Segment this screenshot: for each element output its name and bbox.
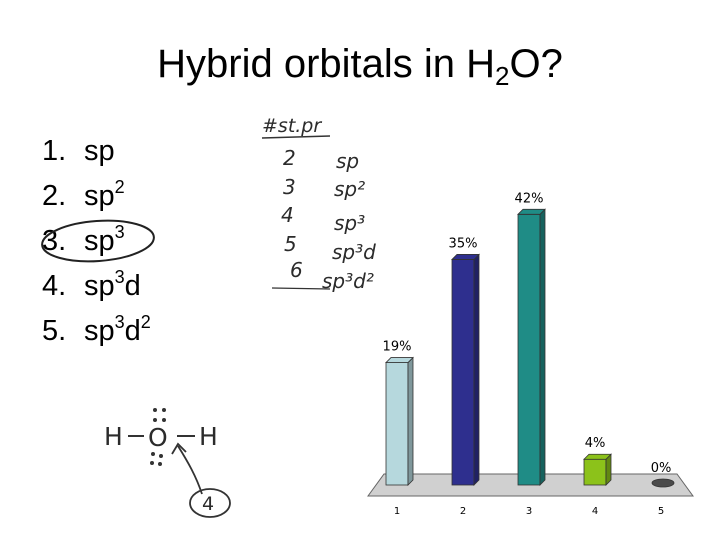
data-label: 4% <box>585 436 606 451</box>
lone-pair-dot <box>159 454 163 458</box>
response-bar-chart: 19% 1 35% 2 42% 3 4% 4 0% 5 <box>367 191 694 517</box>
data-label: 19% <box>383 340 412 355</box>
lone-pair-dot <box>162 418 166 422</box>
option-tail: d <box>124 270 141 302</box>
option-tail: d <box>124 315 141 347</box>
bar <box>583 458 607 486</box>
bar-top <box>583 453 612 460</box>
bar-top <box>517 208 546 215</box>
title-end: O? <box>509 42 563 86</box>
data-label: 0% <box>651 461 672 476</box>
notes-number: 4 <box>281 203 294 227</box>
lone-pair-dot <box>162 408 166 412</box>
option-base: sp <box>84 135 115 167</box>
notes-number: 5 <box>284 232 297 256</box>
lone-pair-dot <box>153 418 157 422</box>
option-number: 2. <box>42 180 67 212</box>
x-tick-label: 1 <box>394 506 400 517</box>
option-base: sp <box>84 180 115 212</box>
lewis-oxygen: O <box>148 423 168 452</box>
x-tick-label: 4 <box>592 506 598 517</box>
lone-pair-dot <box>151 452 155 456</box>
bar-side <box>407 356 414 486</box>
slide-title: Hybrid orbitals in H2O? <box>0 42 720 89</box>
x-tick-label: 3 <box>526 506 532 517</box>
option-base: sp <box>84 270 115 302</box>
option-number: 1. <box>42 135 67 167</box>
answer-circle-annotation <box>41 219 155 263</box>
title-subscript: 2 <box>495 61 510 91</box>
answer-options: 1. sp 2. sp2 3. sp3 4. sp3d 5. sp3d2 <box>42 133 151 358</box>
x-tick-label: 5 <box>658 506 664 517</box>
notes-number: 6 <box>290 258 303 282</box>
notes-hybrid: sp³d <box>332 240 376 264</box>
option-sup: 2 <box>114 177 125 197</box>
notes-bottom-line <box>271 287 331 290</box>
bar-side <box>473 253 480 486</box>
lewis-h-left: H <box>104 422 123 451</box>
notes-hybrid: sp³d² <box>322 269 374 293</box>
notes-number: 3 <box>283 175 296 199</box>
notes-hybrid: sp³ <box>334 211 365 235</box>
lone-pair-dot <box>158 462 162 466</box>
notes-underline <box>261 135 331 139</box>
answer-option: 1. sp <box>42 133 151 178</box>
notes-number: 2 <box>283 146 296 170</box>
notes-hybrid: sp <box>336 149 359 173</box>
lone-pair-dot <box>153 408 157 412</box>
option-sup: 3 <box>114 267 125 287</box>
x-tick-label: 2 <box>460 506 466 517</box>
answer-circle-4 <box>189 488 231 518</box>
option-sup: 3 <box>114 312 125 332</box>
option-number: 4. <box>42 270 67 302</box>
handwritten-notes: #st.pr 2 3 4 5 6 sp sp² sp³ sp³d sp³d² <box>261 115 376 293</box>
arrow-line <box>177 445 203 495</box>
lone-pair-dot <box>150 461 154 465</box>
notes-hybrid: sp² <box>334 177 365 201</box>
arrow-head <box>171 442 187 455</box>
option-number: 5. <box>42 315 67 347</box>
answer-option: 3. sp3 <box>42 223 151 268</box>
data-label: 42% <box>515 191 544 206</box>
answer-option: 2. sp2 <box>42 178 151 223</box>
option-base: sp <box>84 225 115 257</box>
notes-header: #st.pr <box>262 115 322 137</box>
data-label: 35% <box>449 236 478 251</box>
option-sup2: 2 <box>140 312 151 332</box>
circled-answer: 4 <box>202 493 214 515</box>
answer-option: 4. sp3d <box>42 268 151 313</box>
bar <box>517 213 541 486</box>
bar-side <box>539 208 546 486</box>
bar <box>651 478 675 488</box>
bar <box>385 362 409 486</box>
lewis-h-right: H <box>199 422 218 451</box>
option-base: sp <box>84 315 115 347</box>
lewis-structure: H O H 4 <box>104 408 231 518</box>
title-main: Hybrid orbitals in H <box>157 42 496 86</box>
bar-top <box>451 254 480 260</box>
bar-top <box>385 357 414 363</box>
answer-option: 5. sp3d2 <box>42 313 151 358</box>
bar <box>451 259 475 486</box>
option-sup: 3 <box>114 222 125 242</box>
